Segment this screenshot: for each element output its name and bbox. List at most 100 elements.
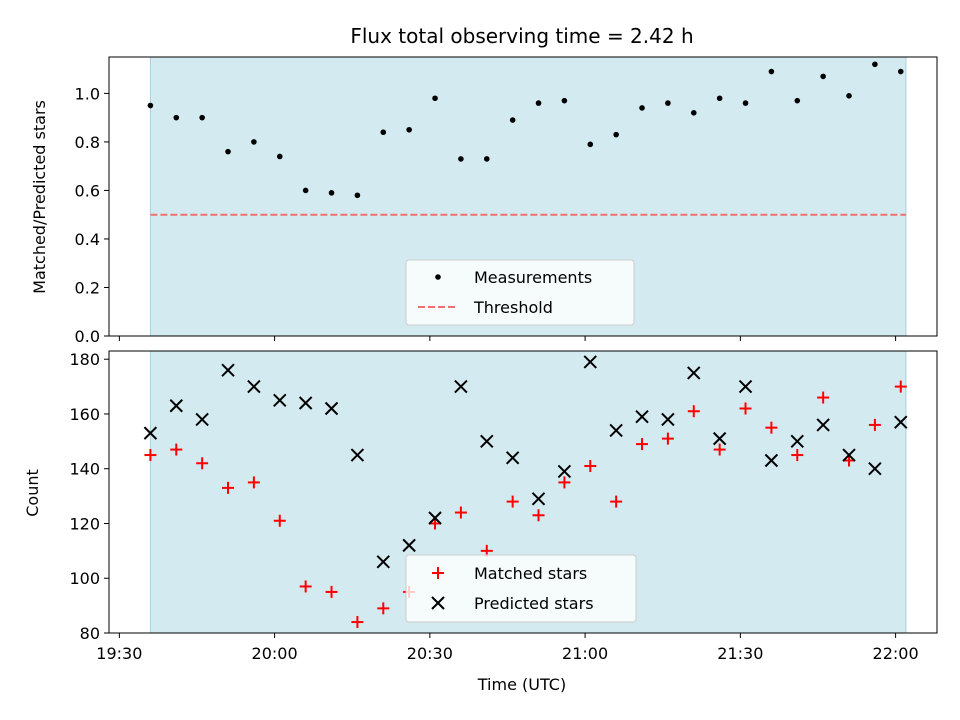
predicted-point: [661, 412, 675, 427]
matched-point: [247, 476, 260, 489]
predicted-point: [842, 448, 856, 462]
y-tick-label: 100: [69, 569, 100, 588]
measurement-point: [225, 148, 231, 155]
matched-point: [765, 421, 778, 434]
measurements-series: [147, 61, 904, 199]
measurement-point: [483, 156, 490, 162]
y-tick-label: 0.8: [75, 133, 100, 152]
bottom-legend-box: [405, 554, 637, 623]
x-tick-label: 21:00: [562, 644, 608, 663]
matched-point: [532, 509, 545, 522]
y-tick-label: 180: [69, 350, 100, 369]
top-legend: Measurements Threshold: [405, 259, 635, 326]
measurement-point: [380, 129, 387, 136]
x-tick-label: 19:30: [96, 644, 142, 663]
bottom-x-axis-title: Time (UTC): [477, 675, 566, 694]
legend-threshold-label: Threshold: [473, 298, 553, 317]
measurement-point: [716, 95, 723, 102]
y-tick-label: 0.0: [75, 327, 100, 346]
legend-matched-label: Matched stars: [474, 564, 587, 583]
bottom-y-axis-title: Count: [23, 469, 42, 517]
predicted-stars-series: [143, 355, 908, 569]
matched-stars-series: [144, 380, 907, 629]
matched-point: [506, 495, 519, 508]
predicted-point: [428, 511, 442, 525]
predicted-point: [816, 418, 830, 432]
measurement-point: [147, 102, 154, 109]
matched-point: [636, 438, 649, 451]
measurement-point: [897, 68, 904, 75]
measurement-point: [276, 153, 283, 160]
predicted-point: [324, 401, 339, 416]
y-tick-label: 0.4: [75, 230, 100, 249]
measurement-point: [613, 131, 619, 138]
x-tick-label: 21:30: [717, 644, 763, 663]
matched-point: [273, 514, 286, 527]
predicted-point: [557, 464, 572, 479]
measurement-point: [509, 117, 516, 123]
y-tick-label: 80: [80, 624, 100, 643]
predicted-point: [298, 396, 313, 410]
matched-point: [429, 517, 442, 530]
matched-point: [610, 495, 623, 508]
y-tick-label: 120: [69, 514, 100, 533]
bottom-legend: Matched stars Predicted stars: [405, 554, 637, 623]
measurement-point: [302, 187, 309, 194]
predicted-point: [790, 434, 804, 449]
matched-point: [713, 443, 726, 456]
y-tick-label: 0.6: [75, 181, 100, 200]
legend-predicted-marker: [431, 596, 445, 610]
predicted-point: [635, 410, 649, 424]
x-tick-label: 22:00: [873, 644, 919, 663]
predicted-point: [402, 538, 416, 553]
matched-point: [661, 432, 674, 445]
y-tick-label: 160: [69, 405, 100, 424]
bottom-x-axis: 19:30 20:00 20:30 21:00 21:30 22:00: [96, 633, 919, 663]
top-legend-box: [405, 259, 635, 326]
predicted-point: [687, 366, 701, 380]
measurement-point: [328, 190, 335, 196]
matched-point: [351, 616, 364, 629]
measurement-point: [535, 100, 542, 106]
matched-point: [868, 418, 881, 431]
predicted-point: [273, 393, 287, 407]
predicted-point: [712, 431, 727, 446]
predicted-point: [894, 415, 908, 429]
matched-point: [377, 602, 390, 615]
measurement-point: [406, 126, 412, 133]
measurement-point: [199, 114, 205, 121]
predicted-point: [169, 399, 183, 413]
predicted-point: [221, 363, 235, 377]
matched-point: [687, 405, 700, 418]
predicted-point: [454, 379, 468, 394]
predicted-point: [247, 379, 261, 394]
bottom-axes-frame: [108, 350, 938, 634]
measurement-point: [587, 141, 594, 148]
y-tick-label: 0.2: [75, 278, 100, 297]
predicted-point: [480, 434, 494, 449]
top-panel: 0.0 0.2 0.4 0.6 0.8 1.0 Matched/Predicted sta…: [30, 56, 938, 346]
predicted-point: [195, 412, 209, 427]
predicted-point: [764, 453, 779, 468]
measurement-point: [846, 93, 852, 99]
measurement-point: [458, 156, 464, 162]
top-y-axis-title: Matched/Predicted stars: [30, 100, 49, 294]
predicted-point: [376, 555, 390, 569]
measurement-point: [742, 100, 749, 106]
measurement-point: [354, 192, 361, 199]
top-y-axis: 0.0 0.2 0.4 0.6 0.8 1.0: [75, 84, 109, 346]
measurement-point: [561, 97, 568, 104]
matched-point: [584, 459, 597, 472]
matched-point: [222, 481, 235, 494]
legend-matched-marker: [432, 567, 444, 579]
predicted-point: [505, 451, 520, 465]
measurement-point: [794, 97, 801, 104]
matched-point: [454, 506, 467, 519]
chart-title: Flux total observing time = 2.42 h: [350, 24, 693, 48]
top-x-axis: [118, 336, 897, 341]
predicted-point: [143, 426, 158, 440]
matched-point: [894, 380, 907, 393]
measurement-point: [690, 110, 697, 116]
matched-point: [196, 457, 209, 470]
